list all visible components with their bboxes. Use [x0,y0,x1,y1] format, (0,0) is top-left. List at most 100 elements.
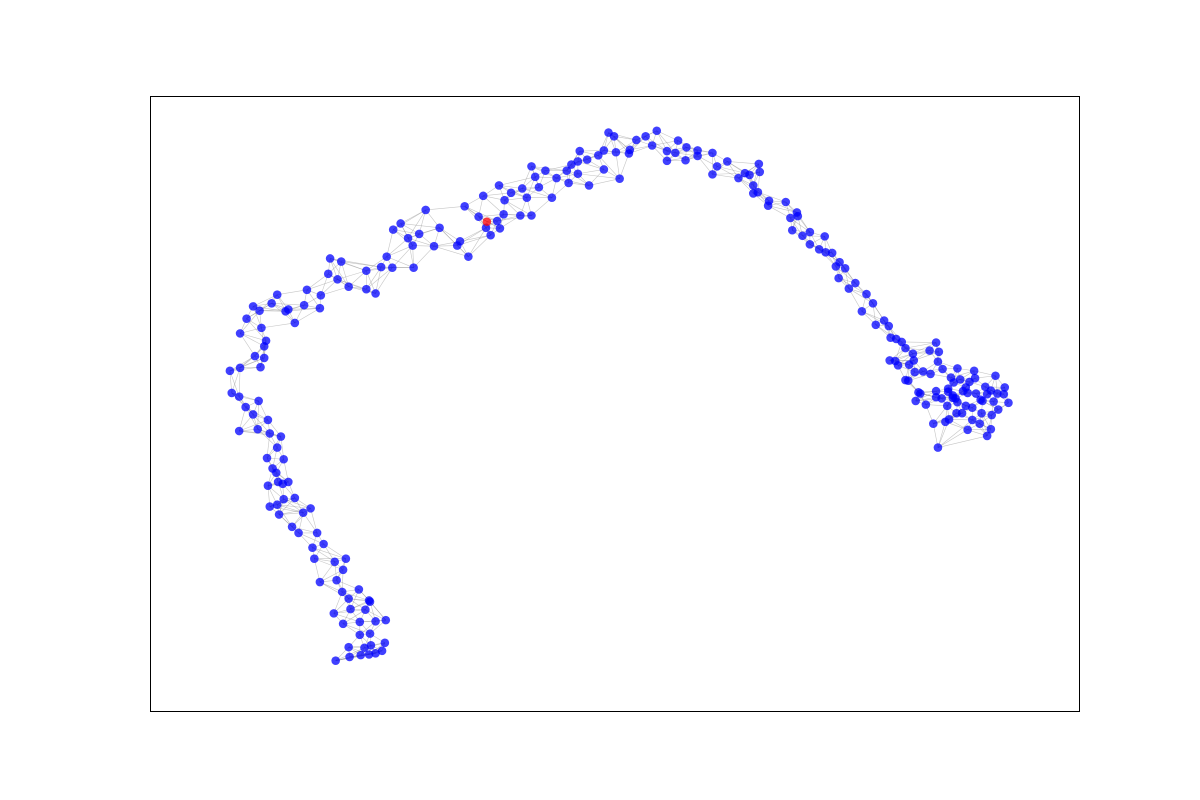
graph-node [926,369,935,379]
graph-node [901,343,910,353]
graph-node [429,241,439,251]
graph-node [316,291,326,300]
graph-node [387,263,397,272]
graph-node [257,323,266,333]
graph-edge [323,543,347,559]
graph-node [753,187,763,197]
graph-node [970,373,980,383]
graph-node [234,426,244,436]
graph-edge [757,191,786,203]
graph-edge [320,286,349,296]
graph-node [933,443,943,452]
graph-node [975,419,985,428]
graph-edge [341,261,382,268]
graph-edge [407,238,414,268]
graph-node [624,149,634,158]
graph-node [911,396,920,406]
graph-node [787,225,797,235]
graph-node [371,617,380,626]
graph-edge [433,245,469,257]
graph-node [681,155,690,165]
graph-edge [712,174,739,179]
graph-edge [459,234,491,242]
graph-edge [717,166,745,174]
graph-node [495,224,505,233]
graph-node [921,400,931,409]
graph-node [478,191,488,201]
graph-edge [848,288,863,312]
graph-node [937,394,946,403]
graph-node [573,157,583,166]
graph-node [331,656,340,665]
graph-node [834,273,843,283]
graph-edge [337,270,367,280]
graph-node [308,543,317,552]
graph-edge [330,258,367,272]
graph-node [290,318,300,328]
graph-node [552,173,561,183]
graph-node [599,165,609,174]
graph-node [963,425,972,435]
graph-edge [239,333,256,357]
graph-node [844,284,854,293]
graph-node [319,539,328,549]
graph-edge [468,234,491,257]
graph-edge [314,558,344,571]
graph-node [991,371,1000,381]
graph-node [344,594,353,603]
graph-node [396,219,405,228]
graph-node [534,182,544,192]
highlighted-node [482,217,492,226]
graph-edge [298,532,324,545]
graph-edge [407,227,440,239]
graph-edge [291,508,311,528]
graph-node [986,424,996,434]
graph-edge [937,429,968,448]
graph-node [344,282,353,292]
graph-node [254,396,263,406]
graph-edge [522,188,552,198]
graph-node [323,269,333,279]
graph-edge [645,136,668,152]
graph-edge [545,164,572,171]
graph-node [903,376,913,385]
graph-edge [229,357,265,372]
graph-node [527,211,536,220]
axes-frame [150,96,1080,712]
graph-node [499,209,508,219]
graph-node [241,402,250,412]
graph-node [982,431,992,441]
graph-node [522,193,532,202]
graph-edge [577,169,604,175]
graph-node [517,184,527,193]
graph-node [857,306,867,316]
graph-node [364,650,374,659]
graph-edge [497,215,532,222]
graph-node [274,510,284,519]
graph-node [281,306,290,316]
graph-node [862,289,871,299]
graph-node [1000,383,1010,392]
graph-edge [257,400,259,430]
graph-node [310,554,319,564]
graph-node [851,278,860,288]
graph-node [315,303,325,313]
graph-edge [329,258,349,287]
graph-node [333,275,342,284]
graph-edge [498,176,536,186]
graph-node [279,494,289,504]
graph-edge [277,289,307,296]
graph-node [652,126,662,136]
graph-node [662,146,672,156]
graph-node [506,188,516,198]
graph-node [745,170,754,180]
graph-node [403,233,413,243]
graph-node [999,389,1009,399]
graph-node [227,388,237,398]
graph-edge [283,498,311,509]
graph-node [763,201,773,210]
graph-edge [407,237,435,247]
graph-node [382,252,392,261]
graph-node [381,615,391,625]
graph-node [814,244,824,254]
